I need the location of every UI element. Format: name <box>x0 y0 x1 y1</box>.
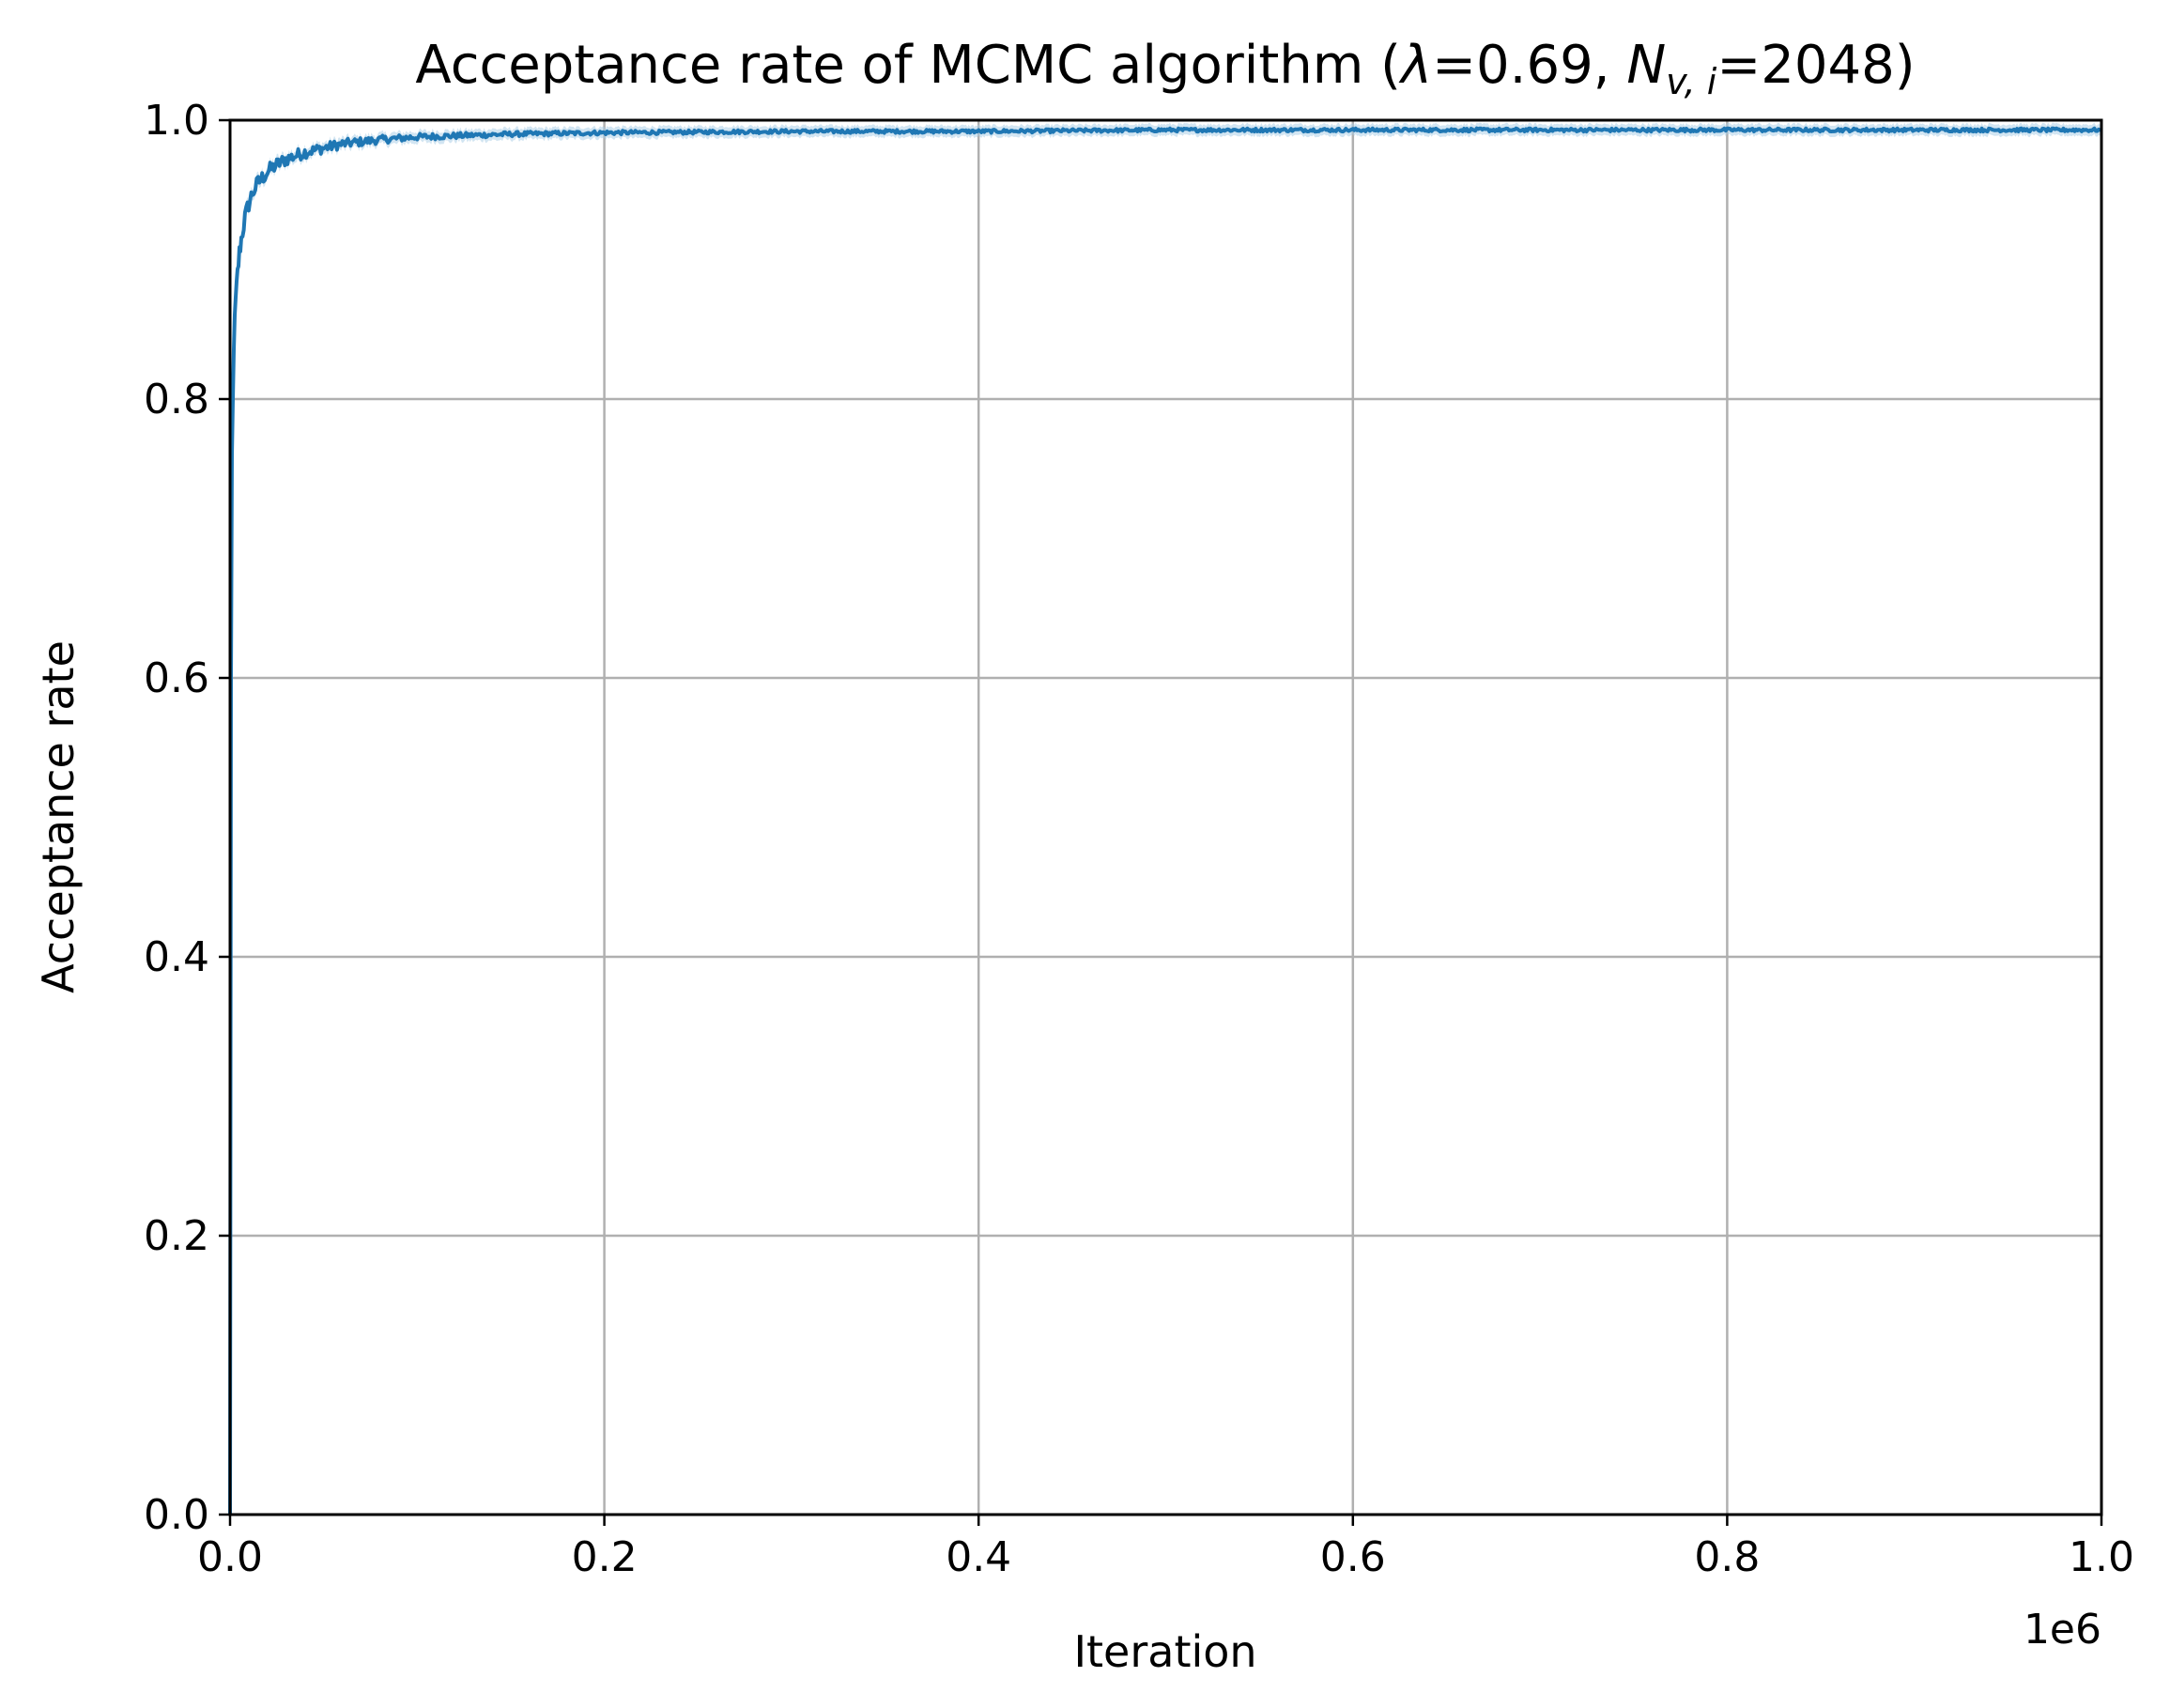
title-part-n: N <box>1626 35 1666 96</box>
title-part-mid: =0.69, <box>1432 35 1626 96</box>
x-tick-label: 0.2 <box>572 1533 638 1581</box>
series-variability-band <box>230 122 2101 1521</box>
y-tick-label: 0.2 <box>144 1212 209 1260</box>
chart-title: Acceptance rate of MCMC algorithm (λ=0.6… <box>415 35 1915 102</box>
y-tick-label: 1.0 <box>144 97 209 145</box>
grid-layer <box>228 118 2103 1516</box>
plot-frame <box>228 118 2103 1516</box>
title-part-lambda: λ <box>1398 35 1432 96</box>
data-layer <box>228 122 2102 1521</box>
x-tick-label: 0.0 <box>197 1533 263 1581</box>
x-tick-label: 0.6 <box>1320 1533 1386 1581</box>
x-tick-label: 0.4 <box>946 1533 1011 1581</box>
y-tick-label: 0.0 <box>144 1491 209 1539</box>
y-tick-label: 0.6 <box>144 654 209 702</box>
series-line-acceptance-rate <box>228 126 2102 1516</box>
title-part-sub: v, i <box>1666 61 1717 102</box>
y-axis-label: Acceptance rate <box>33 640 84 993</box>
title-part-main: Acceptance rate of MCMC algorithm ( <box>415 35 1401 96</box>
x-axis-offset-label: 1e6 <box>2024 1606 2101 1654</box>
x-tick-label: 1.0 <box>2069 1533 2134 1581</box>
x-tick-label: 0.8 <box>1694 1533 1760 1581</box>
y-tick-label: 0.8 <box>144 376 209 423</box>
y-tick-label: 0.4 <box>144 933 209 981</box>
x-axis-label: Iteration <box>1073 1626 1256 1677</box>
title-part-end: =2048) <box>1716 35 1915 96</box>
tick-layer: 0.0 0.2 0.4 0.6 0.8 1.0 0.0 0.2 0.4 0.6 0.8 1.0 <box>144 97 2134 1581</box>
